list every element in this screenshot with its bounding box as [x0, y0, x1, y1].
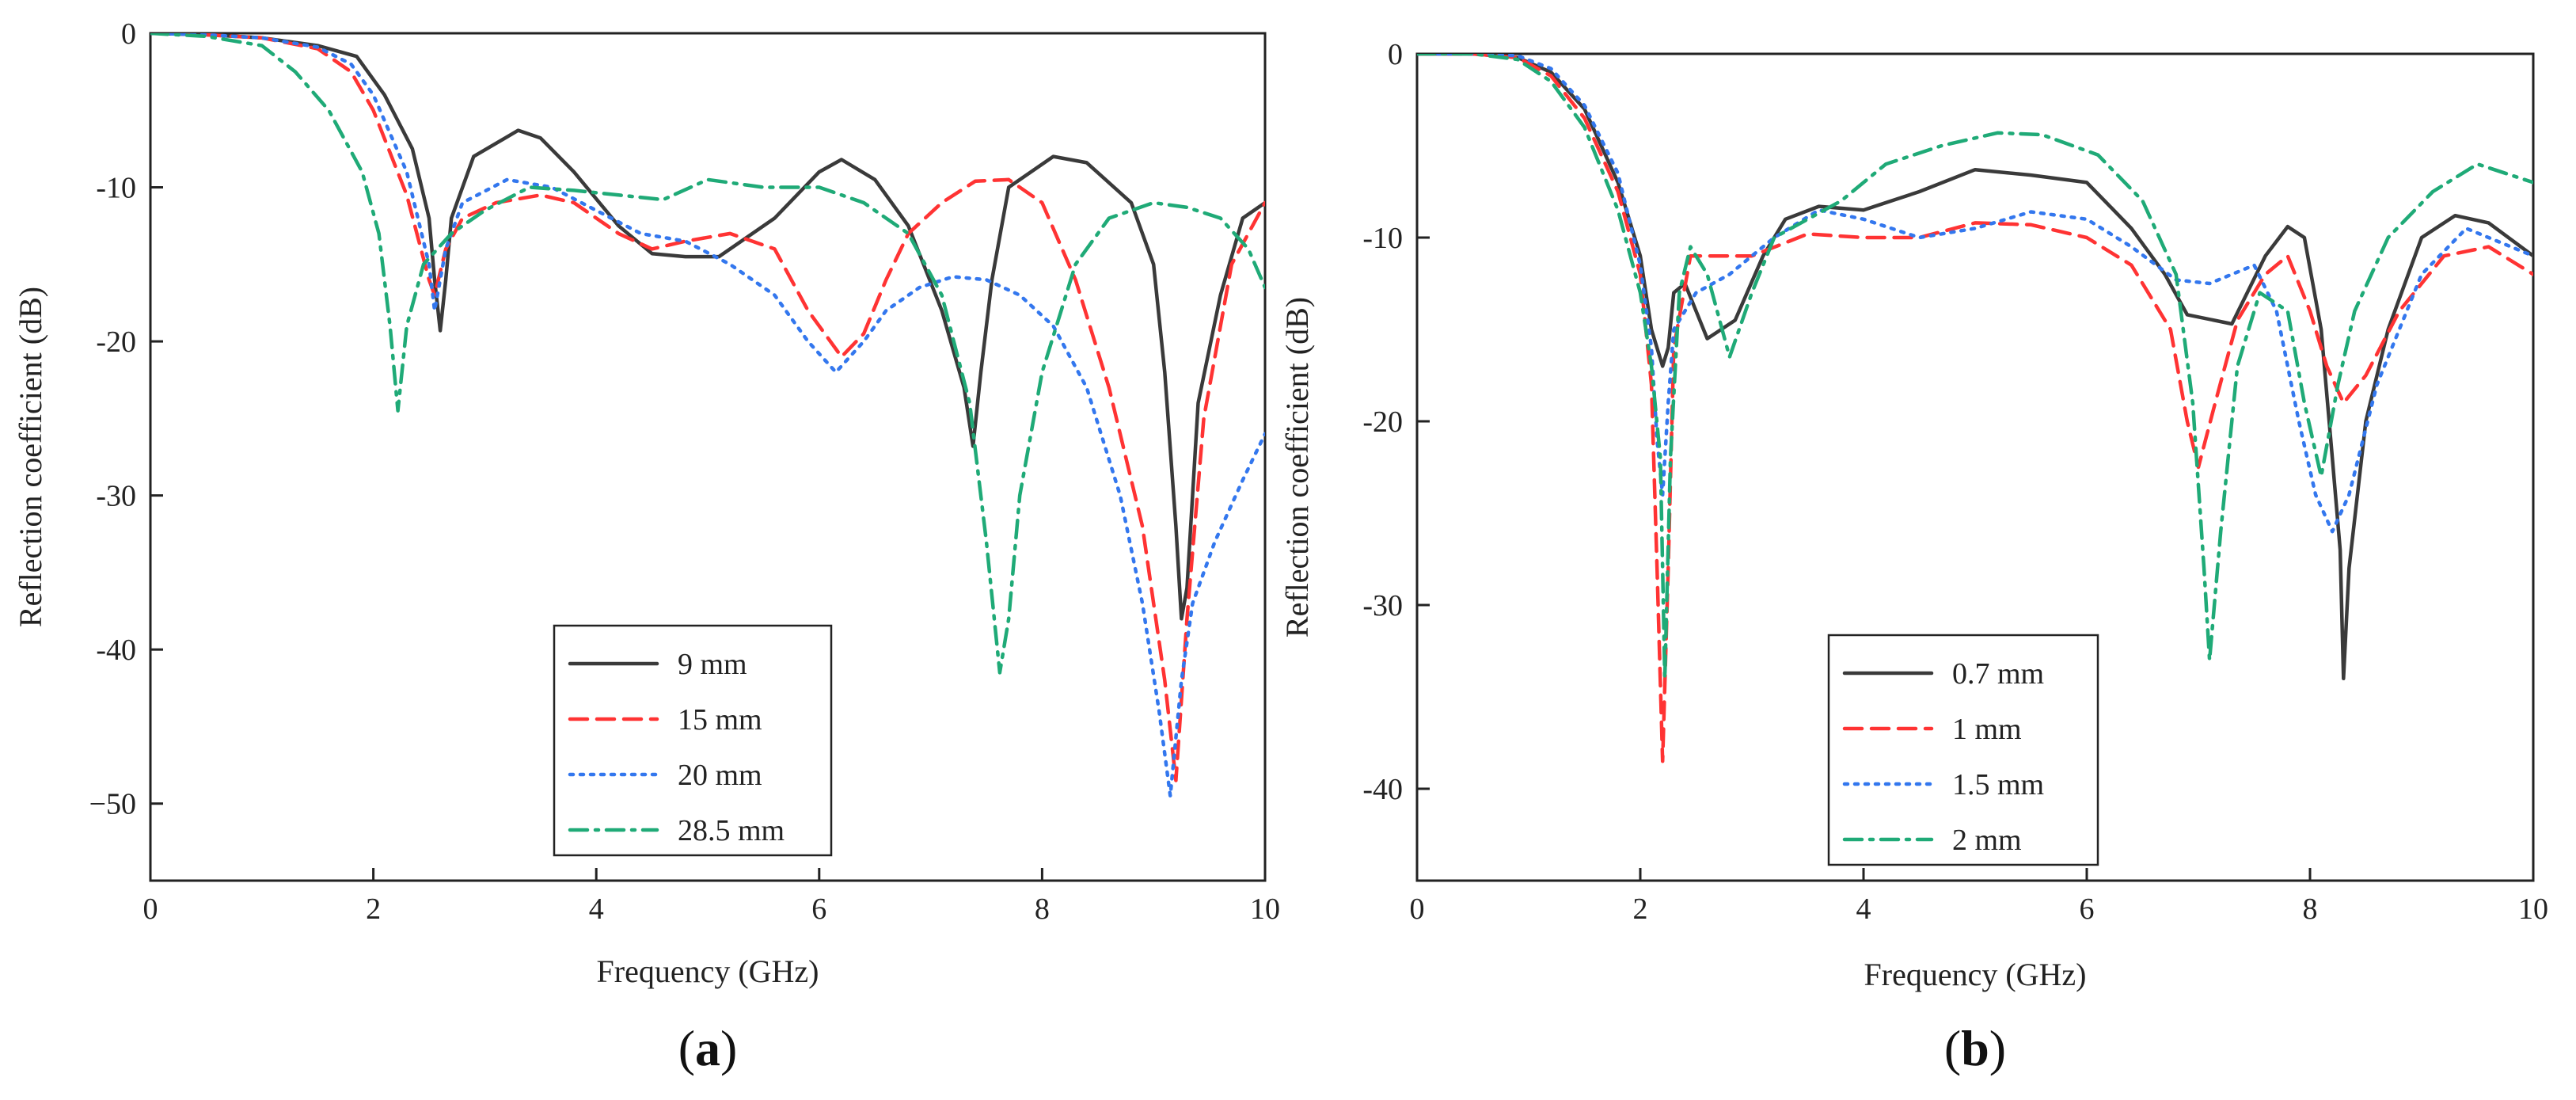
x-axis-label: Frequency (GHz): [1864, 957, 2087, 992]
y-axis-label: Reflection coefficient (dB): [13, 287, 48, 627]
panel-label-part: (: [678, 1020, 695, 1076]
legend-entry: 1 mm: [1952, 713, 2022, 746]
x-tick-label: 0: [143, 893, 158, 926]
series-line-2-mm: [1417, 54, 2533, 681]
series-line-15-mm: [150, 33, 1265, 782]
y-tick-label: 0: [1388, 38, 1403, 71]
y-tick-label: -20: [96, 325, 136, 359]
x-tick-label: 6: [2080, 893, 2095, 926]
x-axis-label: Frequency (GHz): [597, 953, 819, 989]
x-tick-label: 2: [1633, 893, 1648, 926]
y-tick-label: -10: [96, 172, 136, 205]
panel-label-part: a: [695, 1020, 720, 1076]
panel-label-part: ): [1989, 1020, 2006, 1076]
series-line-28-5-mm: [150, 33, 1265, 675]
series-line-9-mm: [150, 33, 1265, 621]
legend-entry: 20 mm: [678, 759, 762, 792]
series-line-0-7-mm: [1417, 54, 2533, 681]
panel-label-part: (: [1944, 1020, 1961, 1076]
x-tick-label: 8: [2303, 893, 2318, 926]
x-tick-label: 2: [366, 893, 381, 926]
plot-frame: [1415, 52, 2535, 882]
x-tick-label: 4: [589, 893, 604, 926]
x-tick-label: 0: [1410, 893, 1425, 926]
legend-entry: 1.5 mm: [1952, 768, 2044, 801]
series-line-1-5-mm: [1417, 54, 2533, 534]
series-line-1-mm: [1417, 54, 2533, 763]
x-tick-label: 6: [811, 893, 826, 926]
panel-label-part: b: [1961, 1020, 1989, 1076]
panel-label: (b): [1944, 1020, 2006, 1076]
series-line-20-mm: [150, 33, 1265, 798]
plot-frame: [149, 32, 1267, 882]
x-tick-label: 4: [1856, 893, 1871, 926]
y-tick-label: 0: [121, 17, 136, 51]
y-axis-label: Reflection coefficient (dB): [1279, 297, 1315, 638]
x-tick-label: 8: [1035, 893, 1050, 926]
legend-entry: 28.5 mm: [678, 814, 785, 847]
chart-panel-a: 0 2 4 6 8 10 0 -10 -20 -30 -40 −50 Frequency (GHz) Re…: [13, 17, 1280, 1076]
panel-label: (a): [678, 1020, 738, 1076]
y-tick-label: -40: [1362, 773, 1403, 806]
chart-panel-b: 0 2 4 6 8 10 0 -10 -20 -30 -40 Frequency (GHz) Refle…: [1279, 38, 2548, 1076]
x-tick-label: 10: [1250, 893, 1280, 926]
y-tick-label: -10: [1362, 222, 1403, 255]
y-tick-label: −50: [89, 788, 136, 821]
legend-entry: 0.7 mm: [1952, 657, 2044, 691]
y-tick-label: -30: [1362, 589, 1403, 622]
y-tick-label: -40: [96, 634, 136, 667]
legend-entry: 2 mm: [1952, 824, 2022, 857]
x-tick-label: 10: [2518, 893, 2548, 926]
legend-entry: 15 mm: [678, 703, 762, 737]
legend-entry: 9 mm: [678, 648, 747, 681]
panel-label-part: ): [720, 1020, 737, 1076]
y-tick-label: -20: [1362, 405, 1403, 439]
y-tick-label: -30: [96, 480, 136, 513]
